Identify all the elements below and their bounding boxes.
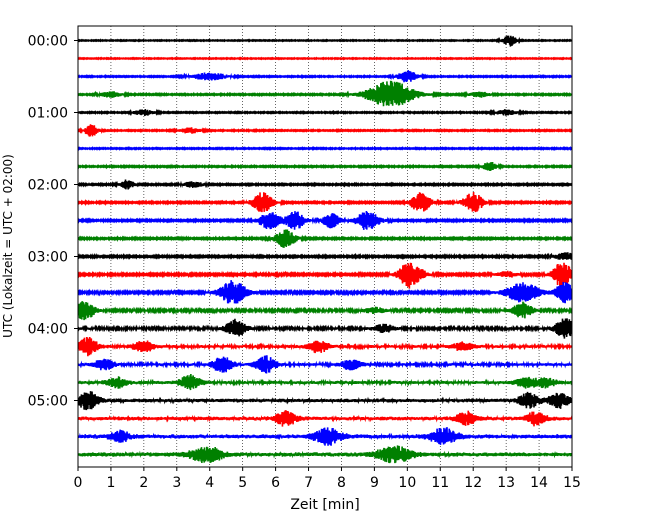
trace-0245 bbox=[78, 229, 572, 248]
y-tick-label: 05:00 bbox=[28, 394, 68, 410]
trace-0130 bbox=[78, 145, 572, 152]
x-tick-label: 10 bbox=[398, 475, 416, 491]
trace-0115 bbox=[78, 124, 572, 137]
trace-0015 bbox=[78, 56, 572, 61]
x-tick-label: 3 bbox=[172, 475, 181, 491]
trace-0530 bbox=[78, 427, 572, 446]
plot-frame bbox=[77, 25, 573, 468]
x-tick-label: 4 bbox=[205, 475, 214, 491]
x-tick-label: 1 bbox=[106, 475, 115, 491]
x-axis-ticks: 0 1 2 3 4 5 6 7 8 9 10 11 12 13 14 15 bbox=[74, 467, 581, 491]
x-tick-label: 2 bbox=[139, 475, 148, 491]
trace-0100 bbox=[78, 108, 572, 117]
x-tick-label: 11 bbox=[431, 475, 449, 491]
x-tick-label: 12 bbox=[464, 475, 482, 491]
y-tick-label: 02:00 bbox=[28, 178, 68, 194]
trace-0400 bbox=[78, 318, 572, 339]
trace-0215 bbox=[78, 192, 572, 213]
plot-area bbox=[78, 26, 572, 467]
trace-0430 bbox=[78, 355, 572, 374]
y-axis-label: UTC (Lokalzeit = UTC + 02:00) bbox=[1, 154, 15, 338]
trace-0500 bbox=[78, 391, 572, 411]
seismic-traces bbox=[78, 35, 572, 464]
x-tick-label: 14 bbox=[530, 475, 548, 491]
y-tick-label: 03:00 bbox=[28, 250, 68, 266]
trace-0200 bbox=[78, 179, 572, 190]
trace-0545 bbox=[78, 445, 572, 464]
y-tick-label: 00:00 bbox=[28, 34, 68, 50]
trace-0000 bbox=[78, 35, 572, 47]
trace-0300 bbox=[78, 252, 572, 261]
x-tick-label: 15 bbox=[563, 475, 581, 491]
x-tick-label: 7 bbox=[304, 475, 313, 491]
trace-0345 bbox=[78, 301, 572, 321]
x-tick-label: 0 bbox=[74, 475, 83, 491]
x-axis-label: Zeit [min] bbox=[290, 497, 359, 513]
x-tick-label: 6 bbox=[271, 475, 280, 491]
trace-0330 bbox=[78, 280, 572, 304]
trace-0415 bbox=[78, 336, 572, 357]
x-tick-label: 8 bbox=[337, 475, 346, 491]
trace-0030 bbox=[78, 70, 572, 83]
trace-0230 bbox=[78, 210, 572, 230]
trace-0315 bbox=[78, 262, 572, 289]
y-tick-label: 04:00 bbox=[28, 322, 68, 338]
trace-0045 bbox=[78, 80, 572, 107]
x-tick-label: 13 bbox=[497, 475, 515, 491]
trace-0145 bbox=[78, 162, 572, 171]
y-axis-ticks: 00:00 01:00 02:00 03:00 04:00 05:00 bbox=[28, 34, 78, 410]
trace-0515 bbox=[78, 410, 572, 427]
x-tick-label: 9 bbox=[370, 475, 379, 491]
trace-0445 bbox=[78, 374, 572, 391]
x-tick-label: 5 bbox=[238, 475, 247, 491]
y-tick-label: 01:00 bbox=[28, 106, 68, 122]
